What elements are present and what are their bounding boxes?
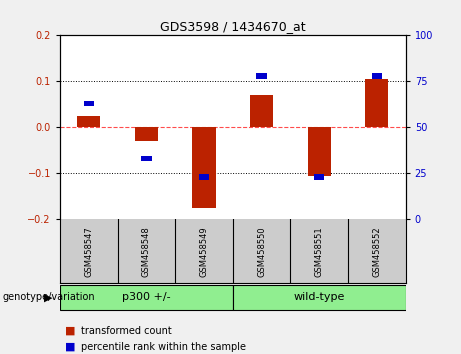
Text: genotype/variation: genotype/variation	[2, 292, 95, 302]
Bar	[256, 73, 267, 79]
Bar	[372, 73, 382, 79]
Text: transformed count: transformed count	[81, 326, 171, 336]
Bar	[314, 175, 325, 180]
Bar	[135, 127, 158, 141]
Text: GSM458549: GSM458549	[200, 226, 208, 277]
Bar	[250, 95, 273, 127]
Bar	[308, 127, 331, 176]
Text: p300 +/-: p300 +/-	[122, 292, 171, 302]
Text: GSM458551: GSM458551	[315, 226, 324, 277]
Text: percentile rank within the sample: percentile rank within the sample	[81, 342, 246, 352]
Text: GSM458552: GSM458552	[372, 226, 381, 277]
Text: GSM458547: GSM458547	[84, 226, 93, 277]
Text: GSM458548: GSM458548	[142, 226, 151, 277]
Text: GSM458550: GSM458550	[257, 226, 266, 277]
Title: GDS3598 / 1434670_at: GDS3598 / 1434670_at	[160, 20, 306, 33]
Text: ▶: ▶	[44, 292, 53, 302]
Text: wild-type: wild-type	[294, 292, 345, 302]
Bar	[193, 127, 216, 208]
Bar	[199, 175, 209, 180]
Bar	[141, 156, 152, 161]
Text: ■: ■	[65, 326, 75, 336]
Bar	[83, 101, 94, 106]
Text: ■: ■	[65, 342, 75, 352]
Bar	[365, 79, 388, 127]
Bar	[77, 116, 100, 127]
Bar	[233, 285, 406, 310]
Bar	[60, 285, 233, 310]
